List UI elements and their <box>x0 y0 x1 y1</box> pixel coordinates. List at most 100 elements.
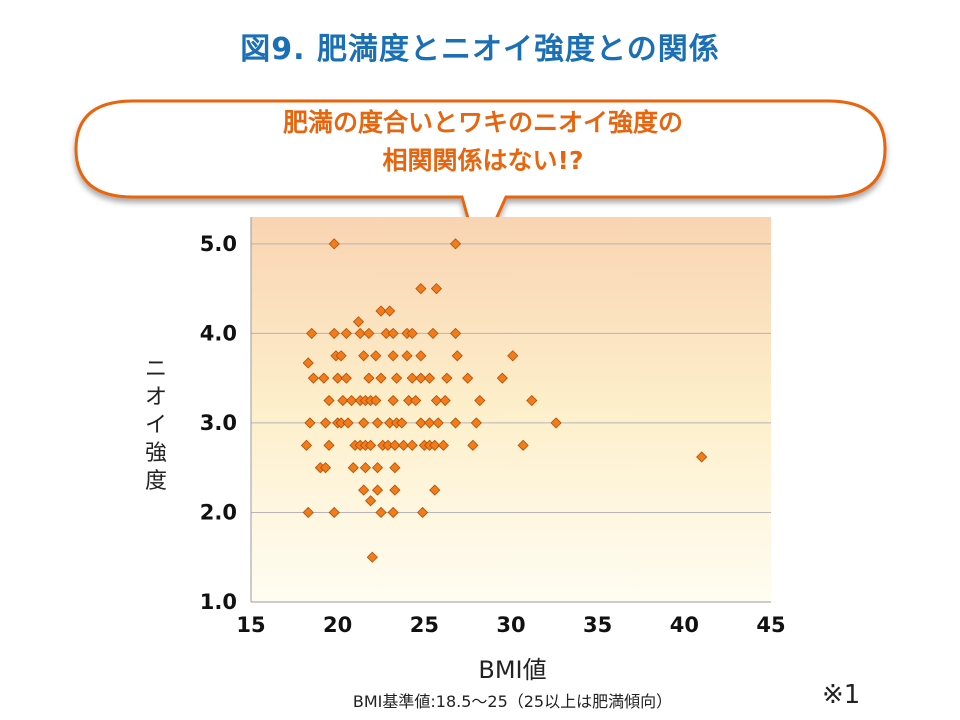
y-axis-label-char: オ <box>144 385 167 410</box>
data-point <box>319 417 332 429</box>
y-tick-label: 4.0 <box>200 321 237 345</box>
page-title: 図9. 肥満度とニオイ強度との関係 <box>240 32 720 67</box>
data-point <box>391 372 403 384</box>
y-tick-label: 5.0 <box>200 232 237 256</box>
data-point <box>352 316 365 328</box>
data-point <box>427 327 439 339</box>
data-point <box>451 350 463 362</box>
callout-line-2: 相関関係はない!? <box>382 146 584 175</box>
data-point <box>410 394 422 407</box>
data-point <box>467 439 479 451</box>
data-point <box>384 305 396 317</box>
data-point <box>415 350 427 362</box>
x-tick-label: 35 <box>583 613 612 637</box>
data-point <box>337 394 349 407</box>
x-tick-label: 30 <box>496 613 525 637</box>
x-tick-label: 15 <box>236 613 265 637</box>
data-point <box>365 439 377 451</box>
data-point <box>401 350 413 362</box>
data-point <box>328 506 340 519</box>
data-point <box>387 506 399 519</box>
data-point <box>432 417 444 429</box>
data-point <box>462 372 474 384</box>
y-axis-label: ニオイ強度 <box>140 356 172 496</box>
y-axis-label-char: ニ <box>144 357 167 382</box>
data-point <box>429 484 441 496</box>
plot-area <box>251 217 771 602</box>
axes <box>250 217 771 603</box>
data-point <box>363 372 375 384</box>
data-point <box>375 305 387 317</box>
y-tick-label: 2.0 <box>200 500 237 524</box>
data-point <box>306 327 318 339</box>
data-point <box>415 417 427 429</box>
data-point <box>363 327 375 339</box>
data-point <box>474 394 486 407</box>
data-point <box>302 357 314 369</box>
data-point <box>441 372 453 384</box>
data-point <box>526 394 538 407</box>
data-point <box>417 506 429 519</box>
data-point <box>389 484 401 496</box>
data-point <box>406 327 418 339</box>
data-point <box>358 350 370 362</box>
data-point <box>370 350 382 362</box>
callout-line-1: 肥満の度合いとワキのニオイ強度の <box>282 108 683 137</box>
data-point <box>423 372 436 384</box>
data-point <box>335 350 347 362</box>
y-axis-label-char: 強 <box>144 441 167 466</box>
data-points <box>300 238 708 563</box>
data-point <box>496 372 508 384</box>
x-tick-label: 20 <box>323 613 352 637</box>
data-point <box>332 372 344 384</box>
y-axis-label-char: イ <box>144 413 167 438</box>
data-point <box>375 372 387 384</box>
data-point <box>437 439 449 451</box>
data-point <box>304 417 316 429</box>
data-point <box>319 462 332 474</box>
data-point <box>696 451 708 463</box>
y-tick-label: 3.0 <box>200 411 237 435</box>
data-point <box>307 372 319 384</box>
data-point <box>370 394 382 407</box>
data-point <box>430 394 443 407</box>
data-point <box>415 283 427 295</box>
note-mark: ※1 <box>822 680 861 710</box>
bmi-footnote: BMI基準値:18.5～25（25以上は肥満傾向） <box>352 692 673 711</box>
data-point <box>389 439 401 451</box>
x-axis-label: BMI値 <box>478 656 547 684</box>
data-point <box>358 484 370 496</box>
data-point <box>358 417 370 429</box>
data-point <box>365 495 377 507</box>
tick-labels: 1.0 2.0 3.0 4.0 5.0 15 20 25 30 35 40 45 <box>200 232 786 637</box>
data-point <box>550 417 562 429</box>
data-point <box>371 417 384 429</box>
data-point <box>318 372 330 384</box>
data-point <box>328 238 340 250</box>
data-point <box>507 350 519 362</box>
data-point <box>342 417 354 429</box>
data-point <box>389 462 401 474</box>
data-point <box>396 417 408 429</box>
data-point <box>371 462 384 474</box>
y-tick-label: 1.0 <box>200 590 237 614</box>
x-tick-label: 25 <box>410 613 439 637</box>
data-point <box>415 372 427 384</box>
data-point <box>397 439 410 451</box>
data-point <box>371 484 384 496</box>
data-point <box>300 439 313 451</box>
data-point <box>423 417 436 429</box>
x-tick-label: 45 <box>756 613 785 637</box>
y-axis-label-char: 度 <box>144 469 167 494</box>
data-point <box>359 462 371 474</box>
data-point <box>323 439 335 451</box>
data-point <box>517 439 529 451</box>
data-point <box>429 439 441 451</box>
data-point <box>340 327 352 339</box>
data-point <box>345 394 358 407</box>
data-point <box>302 506 314 519</box>
data-point <box>387 350 399 362</box>
data-point <box>340 372 352 384</box>
x-tick-label: 40 <box>670 613 699 637</box>
